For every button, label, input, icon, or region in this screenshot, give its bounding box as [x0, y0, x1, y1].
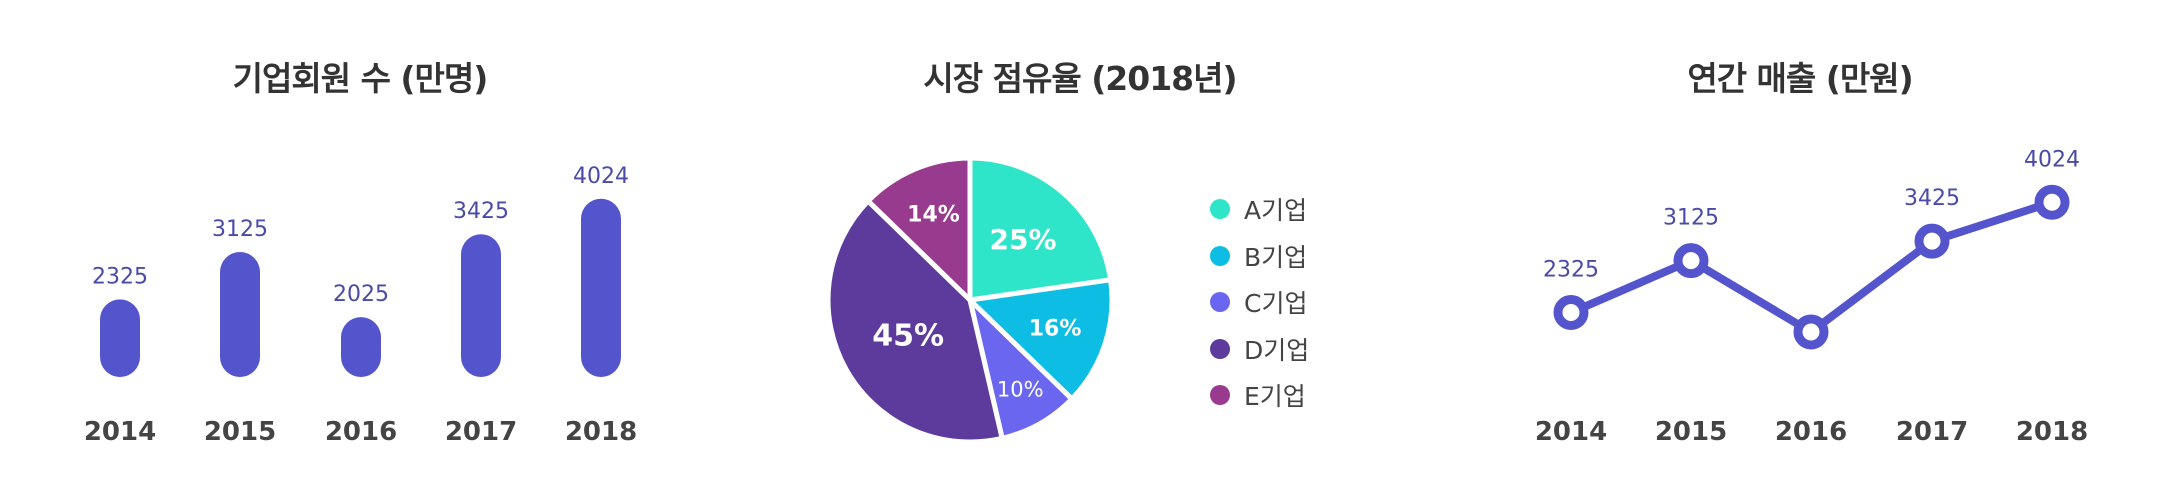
pie-slice [967, 277, 1115, 402]
data-point [1673, 243, 1709, 279]
x-tick-label: 2018 [565, 417, 637, 447]
x-tick-label: 2017 [445, 417, 517, 447]
data-point [1553, 295, 1589, 331]
pie-slice [967, 155, 1114, 303]
legend-swatch [1210, 338, 1230, 359]
bar [220, 252, 260, 377]
legend-label: C기업 [1244, 289, 1308, 319]
legend-label: B기업 [1244, 242, 1308, 272]
data-label: 2325 [92, 264, 148, 289]
x-tick-label: 2016 [325, 417, 397, 447]
members-bar-chart: 2325 2014 3125 2015 2025 2016 3425 2017 4024 2018 [84, 164, 637, 447]
x-tick-label: 2016 [1775, 417, 1847, 447]
legend-swatch [1210, 292, 1230, 313]
data-label: 3125 [212, 217, 268, 242]
revenue-line-chart-panel: 연간 매출 (만원) 2325 2014 3125 2015 2016 3425 2017 4… [1440, 0, 2160, 480]
x-tick-label: 2014 [1535, 417, 1607, 447]
legend-swatch [1210, 245, 1230, 266]
legend-item: E기업 [1210, 372, 1309, 419]
legend-item: A기업 [1210, 186, 1309, 233]
x-tick-label: 2018 [2016, 417, 2088, 447]
pie-slice [865, 155, 973, 303]
legend-label: D기업 [1244, 335, 1310, 365]
x-tick-label: 2015 [204, 417, 276, 447]
legend-item: D기업 [1210, 326, 1309, 373]
bar [341, 317, 381, 377]
legend-label: E기업 [1244, 382, 1306, 412]
members-bar-chart-panel: 기업회원 수 (만명) 2325 2014 3125 2015 2025 2016 3425… [0, 0, 720, 480]
legend-swatch [1210, 199, 1230, 220]
market-share-pie-chart-panel: 시장 점유율 (2018년) 25% 16% 10% 45% 14% A기업 B기업 C… [720, 0, 1440, 480]
data-label: 4024 [2024, 147, 2080, 172]
slice-label: 10% [997, 378, 1044, 402]
pie-slice [825, 198, 1005, 445]
data-point [2034, 184, 2070, 220]
chart-title: 시장 점유율 (2018년) [923, 59, 1237, 98]
slice-label: 14% [907, 203, 960, 228]
data-label: 4024 [573, 164, 629, 189]
legend-label: A기업 [1244, 196, 1308, 226]
bar [581, 198, 621, 377]
legend-item: B기업 [1210, 233, 1309, 280]
data-label: 3425 [453, 199, 509, 224]
data-point [1914, 223, 1950, 259]
legend: A기업 B기업 C기업 D기업 E기업 [1210, 186, 1309, 419]
bar [100, 299, 140, 377]
x-tick-label: 2017 [1896, 417, 1968, 447]
data-label: 2325 [1543, 258, 1599, 283]
market-share-pie-chart: 25% 16% 10% 45% 14% [825, 155, 1115, 445]
data-label: 3425 [1904, 186, 1960, 211]
bar [461, 234, 501, 377]
legend-swatch [1210, 385, 1230, 406]
slice-label: 16% [1029, 317, 1082, 342]
slice-label: 25% [989, 223, 1056, 256]
legend-item: C기업 [1210, 279, 1309, 326]
series-line [1567, 198, 2056, 336]
revenue-line-chart: 2325 2014 3125 2015 2016 3425 2017 4024 2018 [1535, 147, 2088, 447]
x-tick-label: 2014 [84, 417, 156, 447]
data-label: 2025 [333, 282, 389, 307]
chart-title: 연간 매출 (만원) [1687, 59, 1913, 98]
x-tick-label: 2015 [1655, 417, 1727, 447]
data-point [1793, 314, 1829, 350]
slice-label: 45% [872, 319, 944, 354]
chart-title: 기업회원 수 (만명) [232, 59, 489, 98]
data-label: 3125 [1663, 206, 1719, 231]
